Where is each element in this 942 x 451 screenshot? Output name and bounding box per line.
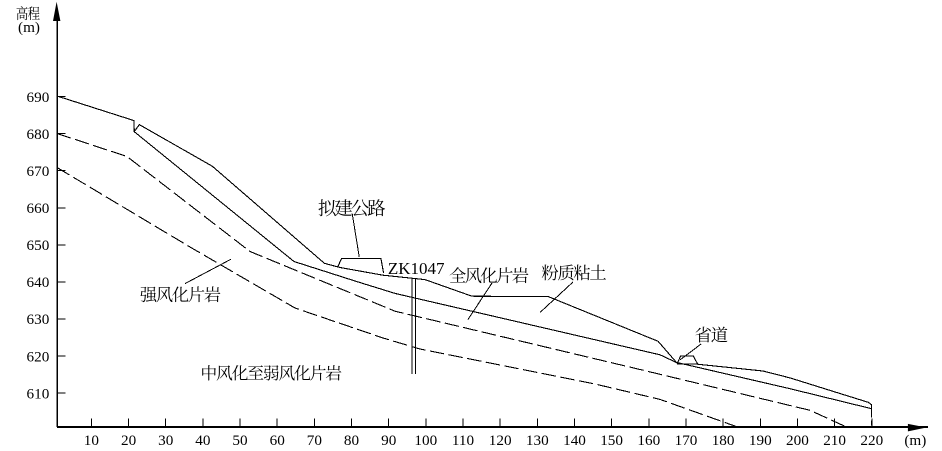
svg-text:70: 70 [307,432,323,449]
svg-text:50: 50 [232,432,248,449]
svg-text:80: 80 [344,432,360,449]
svg-text:640: 640 [27,274,50,291]
svg-text:180: 180 [712,432,735,449]
svg-text:30: 30 [158,432,174,449]
svg-text:100: 100 [414,432,437,449]
svg-text:680: 680 [27,126,50,143]
svg-text:670: 670 [27,163,50,180]
svg-text:(m): (m) [18,19,40,36]
svg-text:60: 60 [270,432,286,449]
svg-text:20: 20 [121,432,137,449]
svg-text:130: 130 [526,432,549,449]
svg-text:10: 10 [84,432,100,449]
svg-text:610: 610 [27,385,50,402]
svg-text:220: 220 [860,432,883,449]
svg-text:90: 90 [381,432,397,449]
svg-text:200: 200 [786,432,809,449]
svg-text:(m): (m) [904,432,926,449]
svg-text:650: 650 [27,237,50,254]
svg-text:690: 690 [27,89,50,106]
svg-text:140: 140 [563,432,586,449]
svg-text:620: 620 [27,348,50,365]
svg-text:ZK1047: ZK1047 [388,259,445,278]
svg-text:170: 170 [675,432,698,449]
svg-text:40: 40 [195,432,211,449]
svg-text:630: 630 [27,311,50,328]
svg-text:160: 160 [637,432,660,449]
svg-text:660: 660 [27,200,50,217]
svg-text:120: 120 [489,432,512,449]
svg-text:190: 190 [749,432,772,449]
svg-text:150: 150 [600,432,623,449]
svg-text:110: 110 [452,432,475,449]
svg-text:210: 210 [823,432,846,449]
